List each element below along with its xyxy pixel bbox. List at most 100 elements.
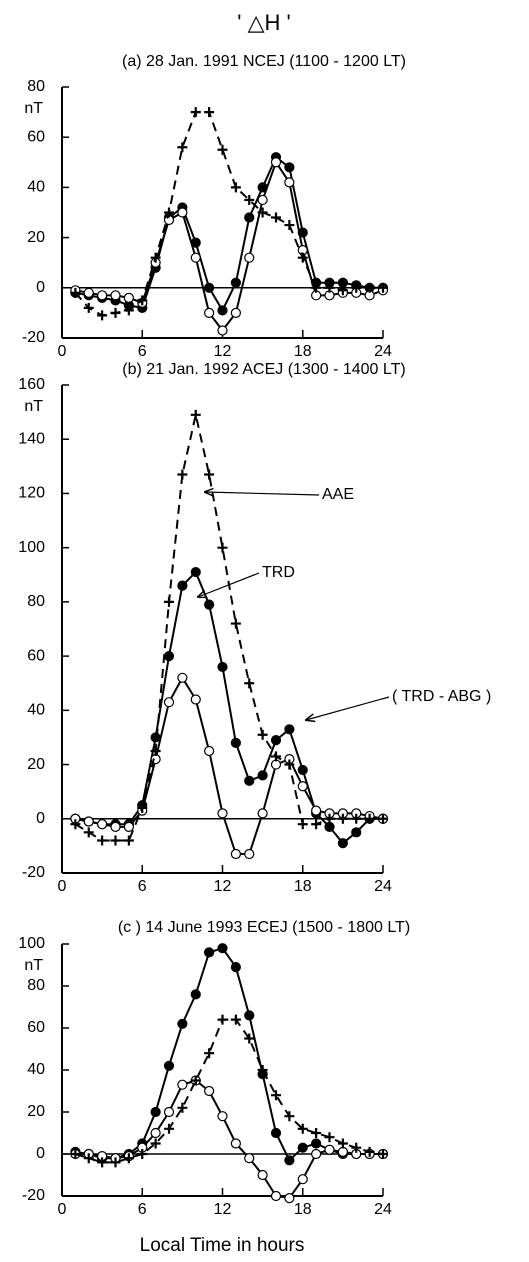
plus-marker [164, 207, 174, 218]
plus-marker [123, 835, 134, 846]
plus-marker [70, 1149, 81, 1159]
panel-title: (b) 21 Jan. 1992 ACEJ (1300 - 1400 LT) [122, 361, 405, 378]
filled-marker [244, 775, 255, 786]
plus-marker [190, 107, 201, 118]
y-tick-label: 80 [27, 593, 45, 610]
filled-marker [244, 1010, 255, 1021]
plus-marker [204, 1048, 215, 1059]
open-marker [297, 1174, 308, 1185]
open-marker [204, 307, 215, 318]
plus-marker [311, 282, 322, 293]
filled-marker [230, 961, 241, 973]
open-marker [230, 1138, 241, 1149]
plus-marker [150, 1138, 161, 1149]
open-marker [257, 1169, 268, 1181]
x-tick-label: 24 [374, 878, 392, 895]
open-marker [217, 325, 228, 336]
open-marker [311, 805, 322, 816]
y-tick-label: 40 [27, 702, 45, 719]
plus-marker [177, 469, 188, 480]
y-tick-label: 20 [27, 756, 45, 773]
open-marker [204, 745, 215, 757]
x-tick-label: 0 [58, 878, 67, 895]
open-marker [123, 292, 134, 303]
filled-marker [177, 1018, 188, 1029]
plus-marker [217, 1014, 228, 1025]
plus-marker [324, 1132, 335, 1143]
plus-marker [324, 813, 335, 824]
open-marker [217, 808, 228, 819]
x-tick-label: 12 [214, 343, 232, 360]
open-marker [270, 157, 282, 168]
open-marker [177, 672, 188, 683]
series-line [74, 111, 383, 317]
y-axis-label: nT [24, 398, 43, 415]
open-marker [110, 821, 121, 833]
filled-marker [257, 770, 268, 781]
x-axis-label: Local Time in hours [140, 1235, 305, 1256]
y-tick-label: 60 [27, 647, 45, 664]
x-tick-label: 6 [138, 878, 147, 895]
open-marker [230, 848, 241, 860]
open-marker [311, 1148, 322, 1160]
open-marker [284, 177, 295, 188]
open-marker [297, 781, 308, 792]
open-marker [97, 819, 108, 830]
y-tick-label: 0 [36, 810, 45, 827]
plus-marker [123, 305, 134, 316]
plus-marker [257, 1065, 268, 1075]
plus-marker [97, 1157, 108, 1168]
plus-marker [364, 282, 375, 293]
x-tick-label: 18 [294, 343, 312, 360]
annotation-arrow [306, 696, 390, 720]
open-marker [204, 1085, 215, 1097]
plus-marker [217, 542, 228, 553]
y-tick-label: -20 [22, 329, 45, 346]
plus-marker [204, 107, 215, 118]
plus-marker [378, 282, 388, 293]
open-marker [230, 307, 241, 318]
plus-marker [337, 285, 348, 296]
plus-marker [230, 182, 241, 193]
open-marker [244, 848, 255, 860]
y-axis-label: nT [24, 957, 43, 974]
series-line [74, 414, 383, 842]
plus-marker [378, 813, 388, 824]
plus-marker [83, 302, 94, 313]
y-tick-label: 120 [18, 485, 45, 502]
y-tick-label: 0 [36, 279, 45, 296]
plus-marker [297, 819, 308, 830]
x-tick-label: 6 [138, 343, 147, 360]
open-marker [177, 1079, 188, 1090]
y-tick-label: -20 [22, 864, 45, 881]
open-marker [110, 290, 121, 301]
annotation-arrow [205, 492, 320, 495]
y-tick-label: 60 [27, 1019, 45, 1036]
series-line [75, 1079, 383, 1200]
plus-marker [257, 729, 268, 740]
y-tick-label: 40 [27, 1061, 45, 1078]
filled-marker [311, 1138, 322, 1149]
open-marker [163, 697, 175, 708]
plus-marker [297, 252, 308, 263]
plus-marker [364, 1146, 375, 1157]
filled-marker [244, 212, 255, 223]
filled-marker [204, 282, 215, 293]
plus-marker [190, 1075, 201, 1086]
plus-marker [337, 813, 348, 824]
y-tick-label: -20 [22, 1187, 45, 1204]
filled-marker [163, 651, 175, 662]
open-marker [190, 694, 201, 705]
filled-marker [230, 737, 241, 748]
filled-marker [284, 162, 295, 173]
y-tick-label: 100 [18, 539, 45, 556]
filled-marker [351, 827, 362, 838]
plus-marker [364, 813, 375, 824]
series-line [75, 160, 384, 333]
x-tick-label: 0 [58, 1201, 67, 1218]
open-marker [270, 1190, 282, 1202]
plus-marker [271, 1090, 281, 1101]
open-marker [123, 821, 134, 833]
